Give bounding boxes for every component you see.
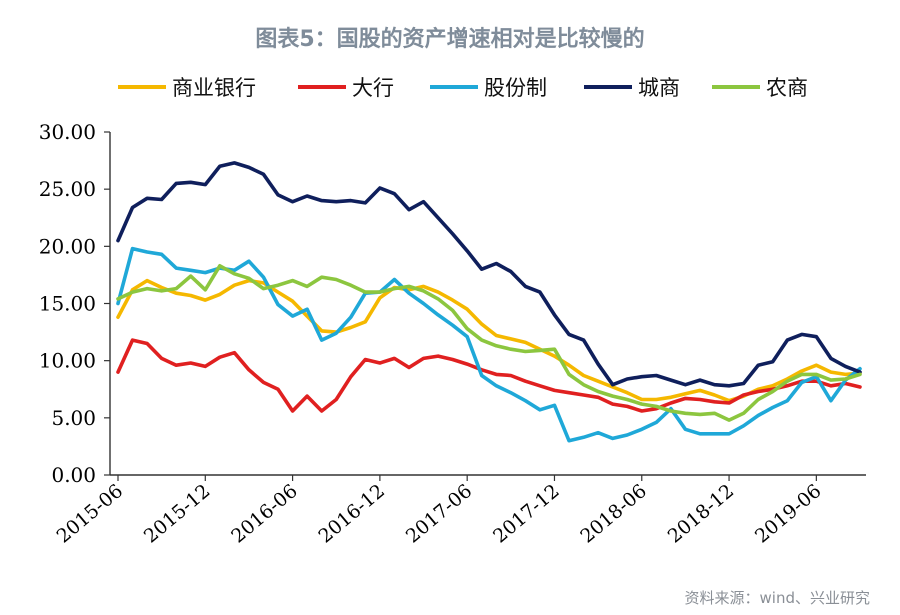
legend-item-2: 大行: [298, 76, 394, 100]
legend-item-4: 城商: [584, 76, 680, 100]
legend-item-5: 农商: [712, 76, 808, 100]
series-line-5: [116, 263, 862, 422]
legend-item-1: 商业银行: [118, 76, 256, 100]
legend-item-3: 股份制: [430, 76, 547, 100]
y-tick-label: 15.00: [39, 292, 96, 316]
series-line-3: [116, 246, 862, 443]
legend-label: 城商: [638, 76, 680, 100]
series-line-2: [116, 338, 862, 413]
y-axis-ticks: 30.00 25.00 20.00 15.00 10.00 5.00 0.00: [39, 120, 110, 487]
x-tick-label: 2015-12: [140, 480, 215, 548]
legend-label: 大行: [352, 76, 394, 100]
y-tick-label: 20.00: [39, 234, 96, 258]
legend: 商业银行 大行 股份制 城商 农商: [118, 76, 808, 100]
x-tick-label: 2019-06: [751, 480, 826, 548]
legend-label: 农商: [766, 76, 808, 100]
y-tick-label: 25.00: [39, 177, 96, 201]
x-tick-label: 2017-12: [489, 480, 564, 548]
legend-label: 股份制: [484, 76, 547, 100]
legend-label: 商业银行: [172, 76, 256, 100]
chart-title: 图表5：国股的资产增速相对是比较慢的: [255, 26, 644, 52]
y-tick-label: 5.00: [51, 406, 96, 430]
x-axis-ticks: 2015-06 2015-12 2016-06 2016-12 2017-06 2017-…: [53, 475, 826, 548]
y-tick-label: 10.00: [39, 349, 96, 373]
x-tick-label: 2017-06: [402, 480, 477, 548]
series-group: [116, 161, 862, 443]
y-tick-label: 0.00: [51, 463, 96, 487]
x-tick-label: 2016-12: [314, 480, 389, 548]
source-note: 资料来源：wind、兴业研究: [685, 589, 870, 607]
x-tick-label: 2016-06: [227, 480, 302, 548]
x-tick-label: 2018-06: [576, 480, 651, 548]
y-tick-label: 30.00: [39, 120, 96, 144]
series-line-4: [116, 161, 862, 388]
x-tick-label: 2018-12: [664, 480, 739, 548]
x-tick-label: 2015-06: [53, 480, 128, 548]
